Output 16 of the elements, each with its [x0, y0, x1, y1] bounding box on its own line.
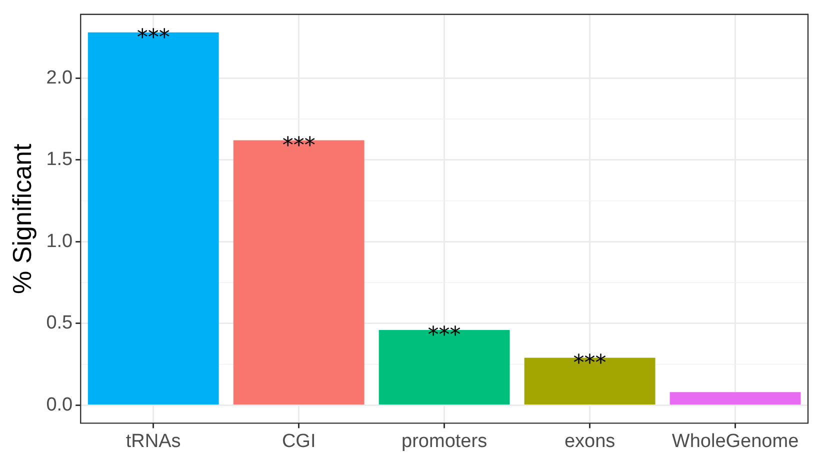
annotation: ***	[573, 350, 606, 376]
bar	[670, 392, 801, 404]
y-tick-label: 0.5	[46, 312, 73, 334]
y-tick-label: 2.0	[46, 67, 73, 88]
x-tick-label: tRNAs	[126, 430, 181, 452]
y-tick-label: 0.0	[46, 394, 73, 416]
x-tick-label: exons	[564, 430, 616, 452]
annotation: ***	[136, 25, 170, 50]
x-tick-label: CGI	[282, 430, 316, 452]
x-tick-label: WholeGenome	[672, 430, 799, 452]
x-tick-label: promoters	[402, 430, 488, 452]
y-tick-label: 1.5	[46, 149, 73, 170]
y-axis-title: % Significant	[6, 142, 37, 294]
annotation: ***	[428, 322, 461, 348]
y-tick-label: 1.0	[46, 230, 73, 252]
annotation: ***	[282, 133, 316, 158]
